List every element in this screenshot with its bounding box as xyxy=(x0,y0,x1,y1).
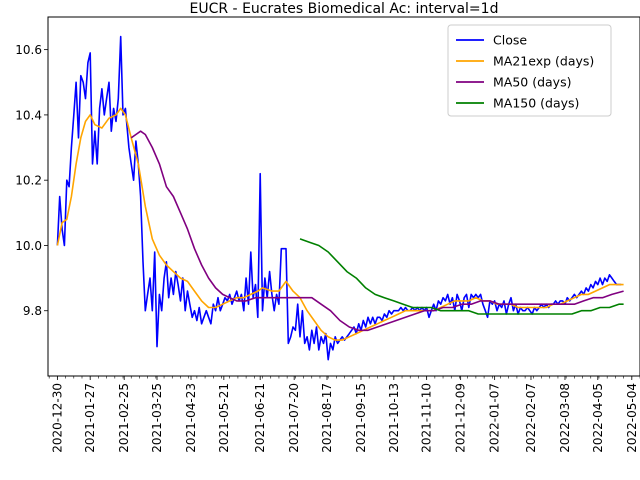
chart-title: EUCR - Eucrates Biomedical Ac: interval=… xyxy=(190,1,499,17)
y-tick-label: 10.2 xyxy=(15,174,42,188)
legend-label-close: Close xyxy=(493,33,527,48)
x-tick-label: 2020-12-30 xyxy=(50,383,64,453)
x-tick-label: 2021-09-15 xyxy=(354,383,368,453)
x-tick-label: 2021-10-13 xyxy=(387,383,401,453)
x-tick-label: 2022-02-07 xyxy=(524,383,538,453)
y-tick-label: 9.8 xyxy=(23,304,42,318)
x-tick-label: 2021-01-27 xyxy=(83,383,97,453)
x-tick-label: 2021-05-21 xyxy=(217,383,231,453)
y-tick-label: 10.4 xyxy=(15,108,42,122)
y-axis: 9.8 10.0 10.2 10.4 10.6 xyxy=(15,43,48,318)
series-line-ma150-days xyxy=(299,238,624,315)
x-tick-label: 2022-01-07 xyxy=(488,383,502,453)
x-tick-label: 2022-04-05 xyxy=(591,383,605,453)
legend-label-ma50: MA50 (days) xyxy=(493,75,571,90)
x-tick-label: 2021-08-17 xyxy=(320,383,334,453)
legend-box xyxy=(447,24,612,117)
series-line-ma50-days xyxy=(130,130,624,332)
x-tick-label: 2021-11-10 xyxy=(420,383,434,453)
legend: Close MA21exp (days) MA50 (days) MA150 (… xyxy=(447,24,612,117)
x-tick-label: 2021-02-25 xyxy=(117,383,131,453)
y-tick-label: 10.0 xyxy=(15,239,42,253)
legend-label-ma150: MA150 (days) xyxy=(493,96,579,111)
x-tick-label: 2021-07-20 xyxy=(287,383,301,453)
x-tick-label: 2021-12-09 xyxy=(454,383,468,453)
plot-frame xyxy=(47,16,640,377)
plot-lines xyxy=(56,35,624,361)
y-tick-label: 10.6 xyxy=(15,43,42,57)
x-tick-label: 2021-03-25 xyxy=(150,383,164,453)
x-tick-label: 2022-03-08 xyxy=(558,383,572,453)
x-tick-label: 2022-05-04 xyxy=(625,383,639,453)
x-tick-label: 2021-04-23 xyxy=(184,383,198,453)
x-axis: 2020-12-30 2021-01-27 2021-02-25 2021-03-25… xyxy=(50,376,639,453)
legend-label-ma21exp: MA21exp (days) xyxy=(493,54,594,69)
x-tick-label: 2021-06-21 xyxy=(253,383,267,453)
